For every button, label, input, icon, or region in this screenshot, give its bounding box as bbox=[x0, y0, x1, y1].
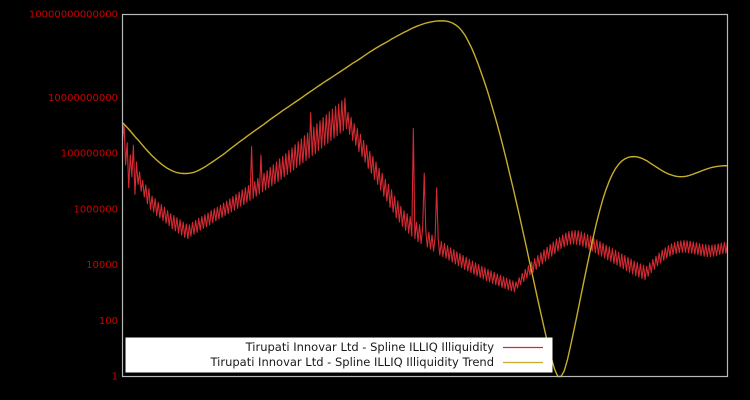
series-line-illiquidity bbox=[121, 97, 729, 293]
y-tick-label: 10000 bbox=[86, 260, 118, 271]
legend-label: Tirupati Innovar Ltd - Spline ILLIQ Illi… bbox=[245, 340, 495, 354]
y-tick-label: 100 bbox=[99, 316, 118, 327]
y-tick-label: 1 bbox=[112, 372, 118, 383]
y-tick-label: 10000000000000 bbox=[29, 10, 118, 21]
y-axis-tick-labels: 10000000000000 10000000000 100000000 100000… bbox=[29, 10, 118, 383]
legend-background bbox=[125, 337, 553, 373]
data-series-layer bbox=[121, 20, 729, 378]
y-tick-label: 1000000 bbox=[73, 204, 118, 215]
chart-legend[interactable]: Tirupati Innovar Ltd - Spline ILLIQ Illi… bbox=[125, 337, 553, 373]
series-line-trend bbox=[121, 20, 729, 378]
legend-label: Tirupati Innovar Ltd - Spline ILLIQ Illi… bbox=[209, 355, 494, 369]
y-tick-label: 100000000 bbox=[61, 149, 118, 160]
y-tick-label: 10000000000 bbox=[48, 93, 118, 104]
plot-frame bbox=[121, 13, 729, 378]
